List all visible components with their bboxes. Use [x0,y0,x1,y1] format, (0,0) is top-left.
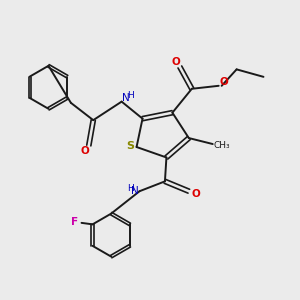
Text: H: H [127,91,134,100]
Text: O: O [191,189,200,199]
Text: N: N [131,186,139,196]
Text: F: F [71,217,78,227]
Text: O: O [171,57,180,67]
Text: N: N [122,93,129,103]
Text: CH₃: CH₃ [213,141,230,150]
Text: O: O [220,76,228,87]
Text: S: S [127,141,135,152]
Text: O: O [81,146,90,156]
Text: H: H [127,184,134,193]
